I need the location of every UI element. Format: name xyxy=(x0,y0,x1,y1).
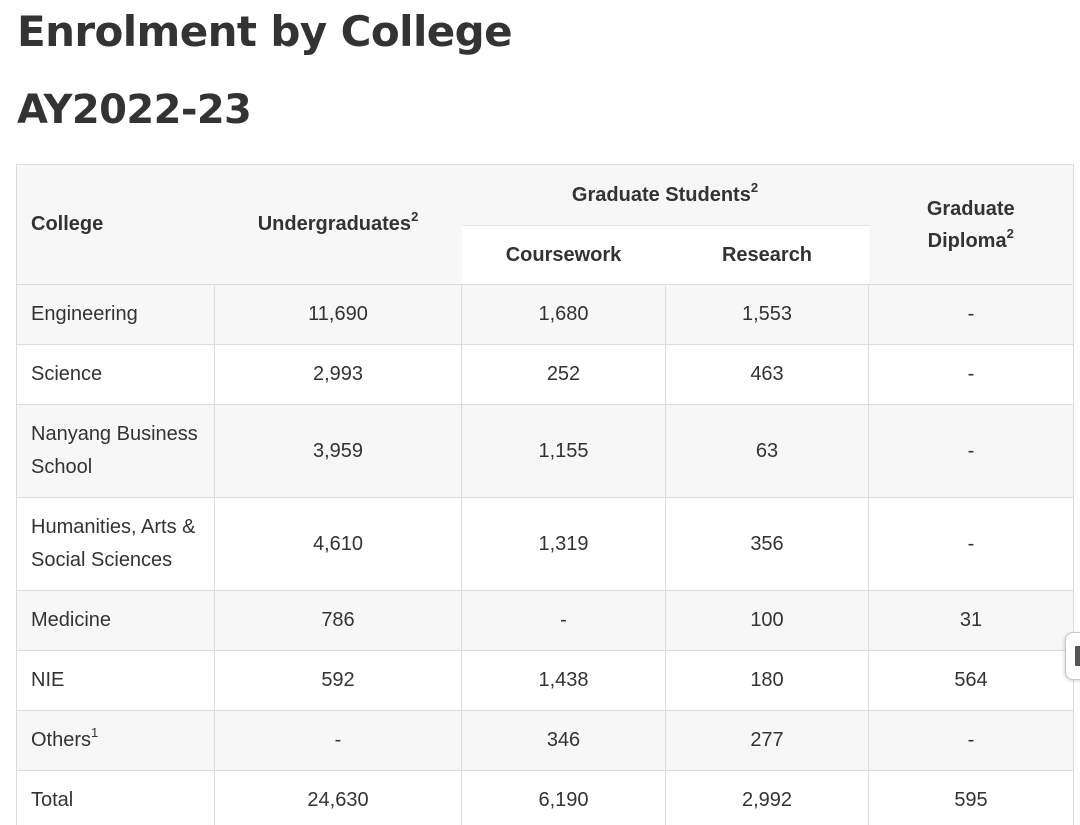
cell-diploma: - xyxy=(868,284,1074,345)
cell-college: Total xyxy=(16,770,215,825)
cell-diploma: - xyxy=(868,344,1074,405)
cell-college: Nanyang Business School xyxy=(16,404,215,498)
cell-diploma: - xyxy=(868,404,1074,498)
header-coursework: Coursework xyxy=(461,225,666,285)
cell-coursework: 346 xyxy=(461,710,666,771)
cell-research: 180 xyxy=(665,650,869,711)
header-graduate-students: Graduate Students2 xyxy=(461,164,869,226)
table-row: Medicine 786 - 100 31 xyxy=(16,590,1074,651)
cell-diploma: 595 xyxy=(868,770,1074,825)
cell-diploma: 31 xyxy=(868,590,1074,651)
cell-coursework: 6,190 xyxy=(461,770,666,825)
cell-college: Medicine xyxy=(16,590,215,651)
cell-college: Humanities, Arts & Social Sciences xyxy=(16,497,215,591)
footnote-marker: 2 xyxy=(1006,225,1014,241)
enrolment-table: College Undergraduates2 Graduate Student… xyxy=(16,164,1074,825)
cell-coursework: 252 xyxy=(461,344,666,405)
cell-research: 2,992 xyxy=(665,770,869,825)
footnote-marker: 1 xyxy=(91,725,99,740)
table-row: Engineering 11,690 1,680 1,553 - xyxy=(16,284,1074,345)
header-research: Research xyxy=(665,225,869,285)
footnote-marker: 2 xyxy=(411,209,419,224)
header-undergraduates: Undergraduates2 xyxy=(214,164,462,285)
cell-undergraduates: 4,610 xyxy=(214,497,462,591)
cell-college: Others1 xyxy=(16,710,215,771)
cell-undergraduates: 3,959 xyxy=(214,404,462,498)
cell-coursework: - xyxy=(461,590,666,651)
cell-research: 100 xyxy=(665,590,869,651)
cell-research: 1,553 xyxy=(665,284,869,345)
table-row: Humanities, Arts & Social Sciences 4,610 … xyxy=(16,497,1074,591)
cell-undergraduates: 592 xyxy=(214,650,462,711)
cell-college: Engineering xyxy=(16,284,215,345)
cell-research: 63 xyxy=(665,404,869,498)
header-college: College xyxy=(16,164,215,285)
panel-toggle-icon xyxy=(1075,646,1080,666)
cell-diploma: 564 xyxy=(868,650,1074,711)
header-graduate-diploma: Graduate Diploma2 xyxy=(868,164,1074,285)
table-row: Nanyang Business School 3,959 1,155 63 - xyxy=(16,404,1074,498)
cell-college: Science xyxy=(16,344,215,405)
footnote-marker: 2 xyxy=(750,179,759,195)
cell-undergraduates: 11,690 xyxy=(214,284,462,345)
cell-undergraduates: - xyxy=(214,710,462,771)
cell-coursework: 1,680 xyxy=(461,284,666,345)
page-title: Enrolment by College xyxy=(17,7,513,56)
cell-coursework: 1,319 xyxy=(461,497,666,591)
cell-undergraduates: 2,993 xyxy=(214,344,462,405)
table-row: Science 2,993 252 463 - xyxy=(16,344,1074,405)
cell-coursework: 1,438 xyxy=(461,650,666,711)
cell-coursework: 1,155 xyxy=(461,404,666,498)
side-panel-tab[interactable] xyxy=(1065,632,1080,680)
cell-undergraduates: 786 xyxy=(214,590,462,651)
cell-undergraduates: 24,630 xyxy=(214,770,462,825)
table-header: College Undergraduates2 Graduate Student… xyxy=(16,164,1074,285)
page-subtitle: AY2022-23 xyxy=(17,87,252,133)
cell-diploma: - xyxy=(868,497,1074,591)
table-row: Others1 - 346 277 - xyxy=(16,710,1074,771)
cell-college: NIE xyxy=(16,650,215,711)
cell-research: 277 xyxy=(665,710,869,771)
cell-research: 356 xyxy=(665,497,869,591)
cell-research: 463 xyxy=(665,344,869,405)
cell-diploma: - xyxy=(868,710,1074,771)
table-row: NIE 592 1,438 180 564 xyxy=(16,650,1074,711)
table-body: Engineering 11,690 1,680 1,553 - Science… xyxy=(16,284,1074,825)
table-row-total: Total 24,630 6,190 2,992 595 xyxy=(16,770,1074,825)
